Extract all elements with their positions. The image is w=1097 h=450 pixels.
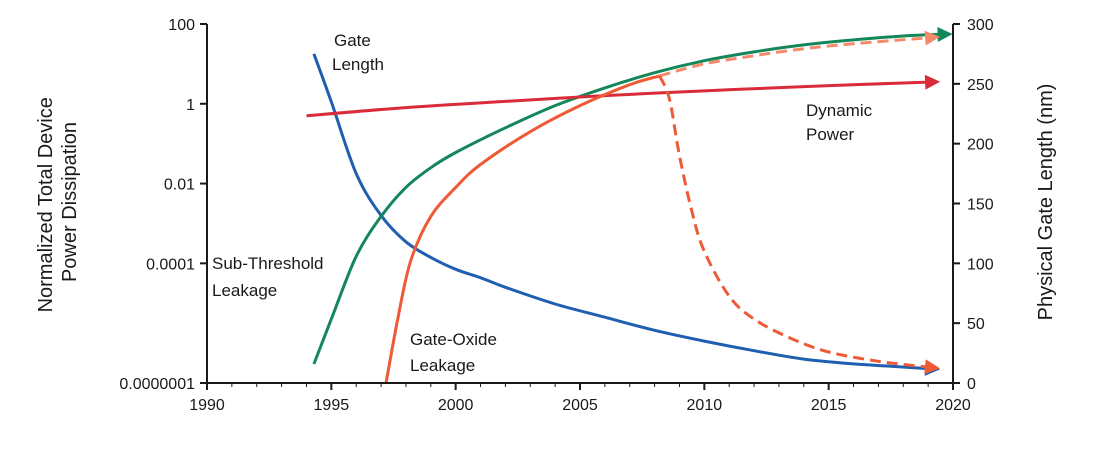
y-right-tick-label: 100 [967,256,994,273]
y-axis-right-title: Physical Gate Length (nm) [1035,84,1057,321]
series-line-gate-oxide-leakage [384,74,661,384]
label-dynamic-power-line-1: Dynamic [806,101,873,120]
label-gate-oxide-line-1: Gate-Oxide [410,330,497,349]
y-left-tick-label: 1 [186,97,195,114]
series-line-gate-oxide-leakage-projection-low [658,75,941,375]
series-line-gate-oxide-leakage-projection-high [659,30,941,78]
y-right-tick-label: 50 [967,316,985,333]
series-line-gate-length [312,53,941,376]
label-gate-length-line-1: Gate [334,31,371,50]
y-axis-left-title-line-1: Normalized Total Device [35,97,57,312]
y-left-tick-label: 0.0001 [146,256,195,273]
y-left-tick-label: 100 [168,17,195,34]
label-sub-threshold-leakage: Sub-Threshold Leakage [212,254,328,300]
x-tick-label: 2010 [687,397,723,414]
y-right-tick-label: 0 [967,376,976,393]
label-dynamic-power-line-2: Power [806,125,855,144]
label-gate-oxide-leakage: Gate-Oxide Leakage [410,330,502,375]
x-tick-label: 2015 [811,397,847,414]
y-axis-left-title-line-2: Power Dissipation [59,122,81,282]
y-right-tick-label: 300 [967,17,994,34]
y-axis-left-title: Normalized Total Device Power Dissipatio… [35,92,81,313]
series-line-sub-threshold-leakage [312,26,953,365]
y-left-tick-label: 0.01 [164,177,195,194]
series-layer [306,26,953,384]
axes-layer: 1990 1995 2000 2005 2010 2015 202010010.010.00… [119,17,993,414]
label-sub-threshold-line-2: Leakage [212,281,277,300]
x-tick-label: 2000 [438,397,474,414]
x-tick-label: 2020 [935,397,971,414]
label-gate-length-line-2: Length [332,55,384,74]
y-right-tick-label: 150 [967,197,994,214]
label-gate-length: Gate Length [332,31,384,74]
label-dynamic-power: Dynamic Power [806,101,877,144]
y-right-tick-label: 200 [967,137,994,154]
label-gate-oxide-line-2: Leakage [410,356,475,375]
label-sub-threshold-line-1: Sub-Threshold [212,254,324,273]
x-tick-label: 1990 [189,397,225,414]
y-left-tick-label: 0.0000001 [119,376,195,393]
y-right-tick-label: 250 [967,77,994,94]
x-tick-label: 2005 [562,397,598,414]
x-tick-label: 1995 [314,397,350,414]
